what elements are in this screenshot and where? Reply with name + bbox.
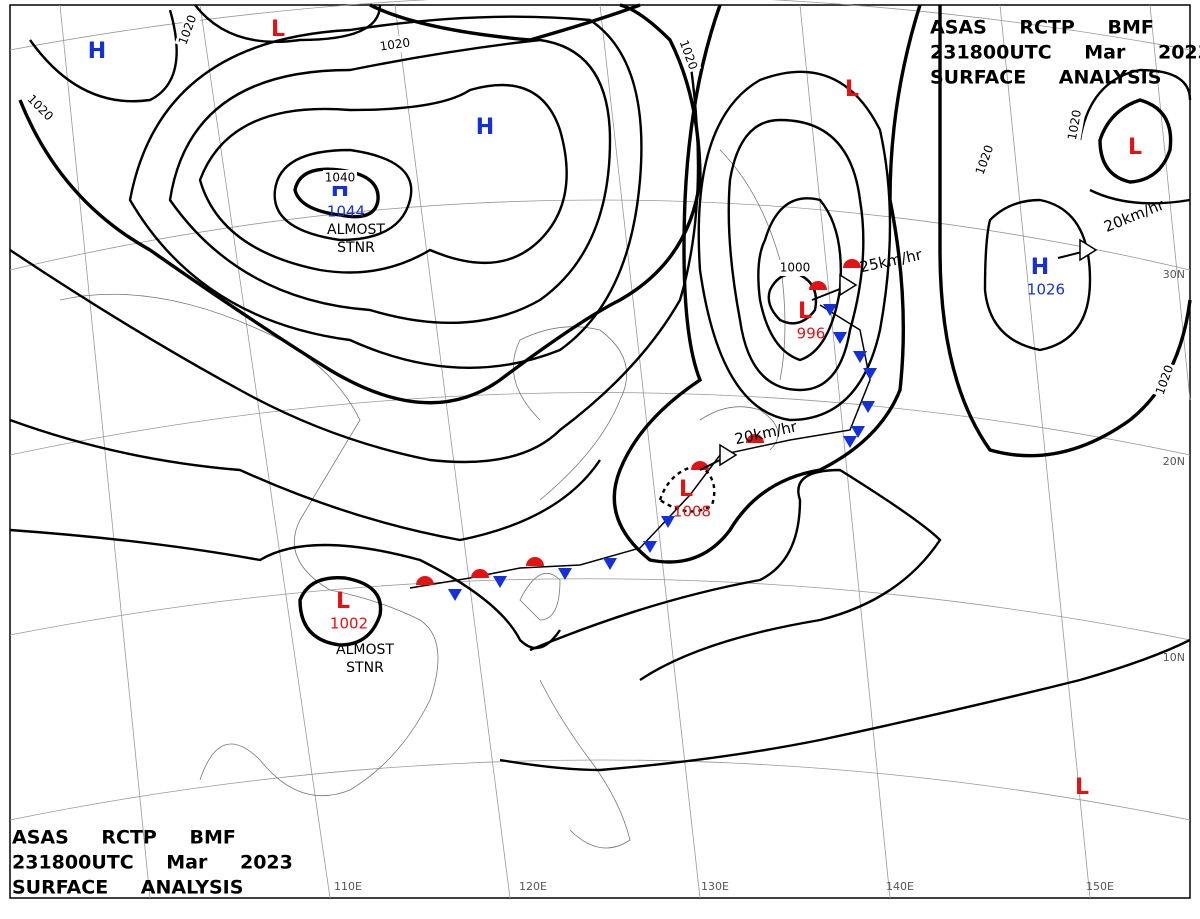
isobar-label: 1020 <box>1065 109 1084 142</box>
isobar-label-bg <box>323 170 357 186</box>
system-note: ALMOST <box>327 222 385 238</box>
pressure-symbol: L <box>845 77 859 102</box>
header-line: SURFACE ANALYSIS <box>12 877 243 899</box>
isobar-label: 1000 <box>780 261 811 275</box>
pressure-symbol: L <box>1075 775 1089 800</box>
pressure-symbol: H <box>476 115 494 140</box>
header-line: SURFACE ANALYSIS <box>930 67 1161 89</box>
cold-front-symbol <box>843 436 857 448</box>
motion-arrow-head <box>1079 238 1098 262</box>
cold-front-symbol <box>661 516 675 528</box>
pressure-value: 1044 <box>327 203 365 221</box>
labels: ASAS RCTP BMF 231800UTC Mar 2023 SURFACE A… <box>12 11 1200 899</box>
header-line: 231800UTC Mar 2023 <box>12 852 293 874</box>
isobar-label: 1020 <box>379 35 411 53</box>
pressure-value: 1002 <box>330 615 368 633</box>
pressure-symbol: L <box>271 17 285 42</box>
cold-front-symbol <box>833 332 847 344</box>
cold-front-symbol <box>493 576 507 588</box>
header-line: ASAS RCTP BMF <box>12 827 236 849</box>
warm-front-symbol <box>809 281 827 290</box>
longitude-label: 120E <box>519 880 547 893</box>
warm-front-symbol <box>471 569 489 578</box>
isobar-label-bg <box>377 34 413 56</box>
header-line: 231800UTC Mar 2023 <box>930 42 1200 64</box>
warm-front-symbol <box>416 576 434 585</box>
system-note: ALMOST <box>336 642 394 658</box>
pressure-symbol: L <box>336 589 350 614</box>
cold-front-symbol <box>558 568 572 580</box>
cold-front-symbol <box>863 368 877 380</box>
system-note: STNR <box>346 660 384 676</box>
motion-arrow-head <box>839 273 858 297</box>
longitude-label: 110E <box>334 880 362 893</box>
pressure-symbol: L <box>798 299 812 324</box>
cold-front-symbol <box>603 558 617 570</box>
cold-front-symbol <box>643 541 657 553</box>
pressure-symbol: H <box>88 39 106 64</box>
isobar-label: 1040 <box>325 171 356 185</box>
isobar-label-bg <box>971 141 999 179</box>
warm-front-symbol <box>843 259 861 268</box>
longitude-label: 140E <box>886 880 914 893</box>
isobar-label-bg <box>778 260 812 276</box>
cold-front-symbol <box>853 351 867 363</box>
isobar-label-bg <box>1064 106 1086 144</box>
isobar-label-bg <box>174 11 202 49</box>
fronts <box>409 238 1098 601</box>
cold-front-symbol <box>851 426 865 438</box>
header-line: ASAS RCTP BMF <box>930 17 1154 39</box>
longitude-label: 130E <box>701 880 729 893</box>
cold-front-symbol <box>861 401 875 413</box>
isobar-label-bg <box>674 36 702 74</box>
isobar-label-bg <box>22 90 58 126</box>
motion-arrow-head <box>719 443 738 467</box>
latitude-label: 10N <box>1163 651 1185 664</box>
cold-front-symbol <box>823 304 837 316</box>
pressure-symbol: L <box>1128 135 1142 160</box>
pressure-value: 996 <box>797 325 826 343</box>
cold-front-symbol <box>448 589 462 601</box>
warm-front-symbol <box>526 557 544 566</box>
latitude-label: 30N <box>1163 268 1185 281</box>
isobars <box>9 3 1192 772</box>
warm-front-symbol <box>746 434 764 443</box>
system-note: STNR <box>337 240 375 256</box>
pressure-value: 1008 <box>673 503 711 521</box>
isobar-label-bg <box>1151 361 1179 399</box>
longitude-label: 150E <box>1086 880 1114 893</box>
pressure-value: 1026 <box>1027 281 1065 299</box>
pressure-symbol: H <box>1031 255 1049 280</box>
pressure-symbol: L <box>679 477 693 502</box>
map-frame <box>9 4 1191 899</box>
latitude-label: 20N <box>1163 455 1185 468</box>
